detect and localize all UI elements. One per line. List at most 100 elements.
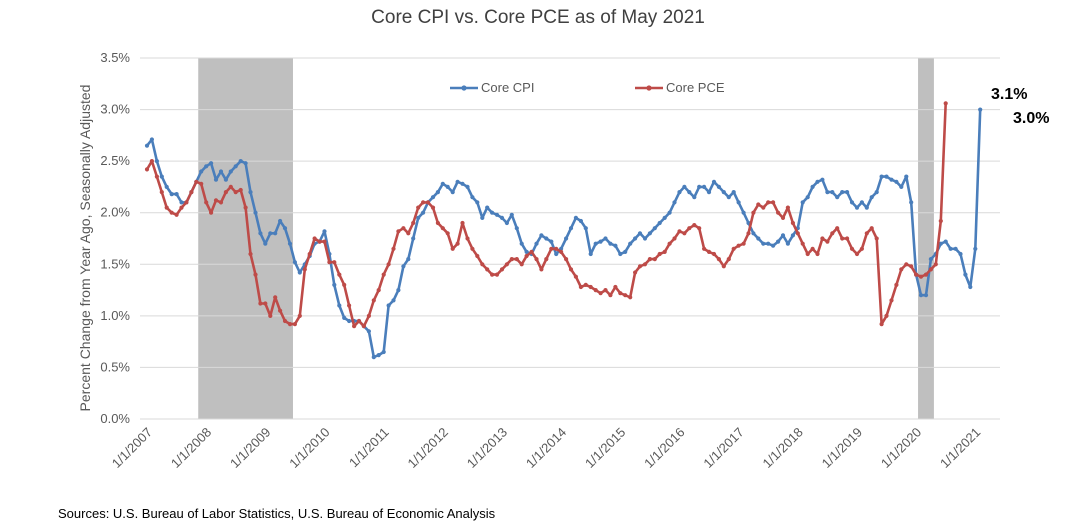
data-point bbox=[948, 246, 953, 251]
y-tick-label: 2.0% bbox=[100, 205, 130, 220]
data-point bbox=[588, 251, 593, 257]
data-point bbox=[731, 190, 736, 195]
data-point bbox=[662, 215, 667, 220]
data-point bbox=[465, 236, 470, 241]
data-point bbox=[386, 262, 391, 267]
data-point bbox=[623, 249, 628, 254]
data-point bbox=[795, 231, 800, 236]
legend-item-core-pce: Core PCE bbox=[635, 80, 725, 95]
data-point bbox=[450, 246, 455, 251]
data-point bbox=[204, 200, 209, 205]
data-point bbox=[263, 301, 268, 306]
data-point bbox=[914, 272, 919, 277]
data-point bbox=[677, 229, 682, 234]
data-point bbox=[268, 231, 273, 236]
data-point bbox=[396, 229, 401, 234]
data-point bbox=[874, 190, 879, 195]
data-point bbox=[923, 272, 929, 277]
data-point bbox=[292, 260, 297, 265]
legend-label-core-cpi: Core CPI bbox=[481, 80, 534, 95]
data-point bbox=[218, 169, 224, 174]
x-tick-label: 1/1/2007 bbox=[109, 425, 155, 471]
data-point bbox=[381, 272, 386, 277]
data-point bbox=[564, 257, 569, 262]
data-point bbox=[534, 241, 539, 246]
data-point bbox=[854, 205, 860, 210]
data-point bbox=[652, 257, 657, 262]
data-point bbox=[909, 200, 914, 205]
x-tick-label: 1/1/2018 bbox=[760, 425, 806, 471]
data-point bbox=[332, 282, 337, 287]
x-tick-label: 1/1/2011 bbox=[346, 425, 392, 471]
y-tick-label: 2.5% bbox=[100, 153, 130, 168]
data-point bbox=[297, 313, 302, 318]
data-point bbox=[332, 260, 337, 265]
data-point bbox=[425, 200, 431, 205]
data-point bbox=[918, 274, 924, 279]
y-tick-label: 3.0% bbox=[100, 102, 130, 117]
data-point bbox=[322, 229, 327, 234]
series-lines bbox=[144, 101, 983, 360]
x-tick-label: 1/1/2014 bbox=[523, 425, 569, 471]
data-point bbox=[209, 161, 214, 166]
data-point bbox=[455, 179, 460, 184]
data-point bbox=[884, 313, 889, 318]
data-point bbox=[416, 215, 421, 220]
data-point bbox=[223, 190, 228, 195]
data-point bbox=[884, 174, 889, 179]
data-point bbox=[741, 210, 746, 215]
data-point bbox=[953, 246, 958, 251]
data-point bbox=[287, 322, 293, 327]
data-point bbox=[943, 101, 948, 106]
data-point bbox=[973, 246, 978, 251]
data-point bbox=[430, 205, 436, 210]
legend-marker-core-pce bbox=[646, 85, 652, 91]
data-point bbox=[706, 190, 712, 195]
data-point bbox=[282, 226, 288, 231]
data-point bbox=[702, 246, 707, 251]
data-point bbox=[455, 241, 460, 246]
data-point bbox=[475, 253, 480, 259]
y-tick-label: 1.0% bbox=[100, 308, 130, 323]
data-point bbox=[179, 200, 184, 205]
legend-label-core-pce: Core PCE bbox=[666, 80, 725, 95]
data-point bbox=[790, 220, 796, 226]
data-point bbox=[159, 174, 164, 179]
data-point bbox=[356, 318, 362, 324]
data-point bbox=[741, 241, 746, 246]
data-point bbox=[771, 243, 776, 248]
x-tick-label: 1/1/2013 bbox=[464, 425, 510, 471]
data-point bbox=[401, 226, 406, 231]
data-point bbox=[233, 164, 238, 169]
data-point bbox=[253, 210, 258, 215]
data-point bbox=[248, 251, 253, 257]
data-point bbox=[928, 267, 934, 272]
data-point bbox=[697, 184, 702, 189]
data-point bbox=[578, 284, 584, 290]
data-point bbox=[923, 293, 929, 298]
data-point bbox=[504, 220, 509, 226]
data-point bbox=[603, 236, 608, 241]
source-note: Sources: U.S. Bureau of Labor Statistics… bbox=[58, 506, 496, 521]
data-point bbox=[889, 298, 894, 303]
data-point bbox=[347, 318, 352, 324]
data-point bbox=[287, 241, 293, 246]
data-point bbox=[815, 179, 820, 184]
series-core-cpi bbox=[144, 107, 983, 360]
data-point bbox=[840, 190, 845, 195]
y-axis-ticks: 0.0% 0.5% 1.0% 1.5% 2.0% 2.5% 3.0% 3.5% bbox=[100, 50, 130, 426]
data-point bbox=[859, 246, 865, 251]
data-point bbox=[342, 282, 347, 287]
data-point bbox=[869, 226, 874, 231]
data-point bbox=[711, 251, 717, 257]
data-point bbox=[258, 231, 263, 236]
data-point bbox=[568, 226, 574, 231]
legend: Core CPI Core PCE bbox=[450, 80, 725, 95]
data-point bbox=[864, 205, 869, 210]
data-point bbox=[766, 200, 771, 205]
data-point bbox=[716, 257, 722, 262]
data-point bbox=[711, 179, 717, 184]
data-point bbox=[780, 215, 786, 220]
data-point bbox=[835, 226, 840, 231]
data-point bbox=[144, 143, 150, 148]
